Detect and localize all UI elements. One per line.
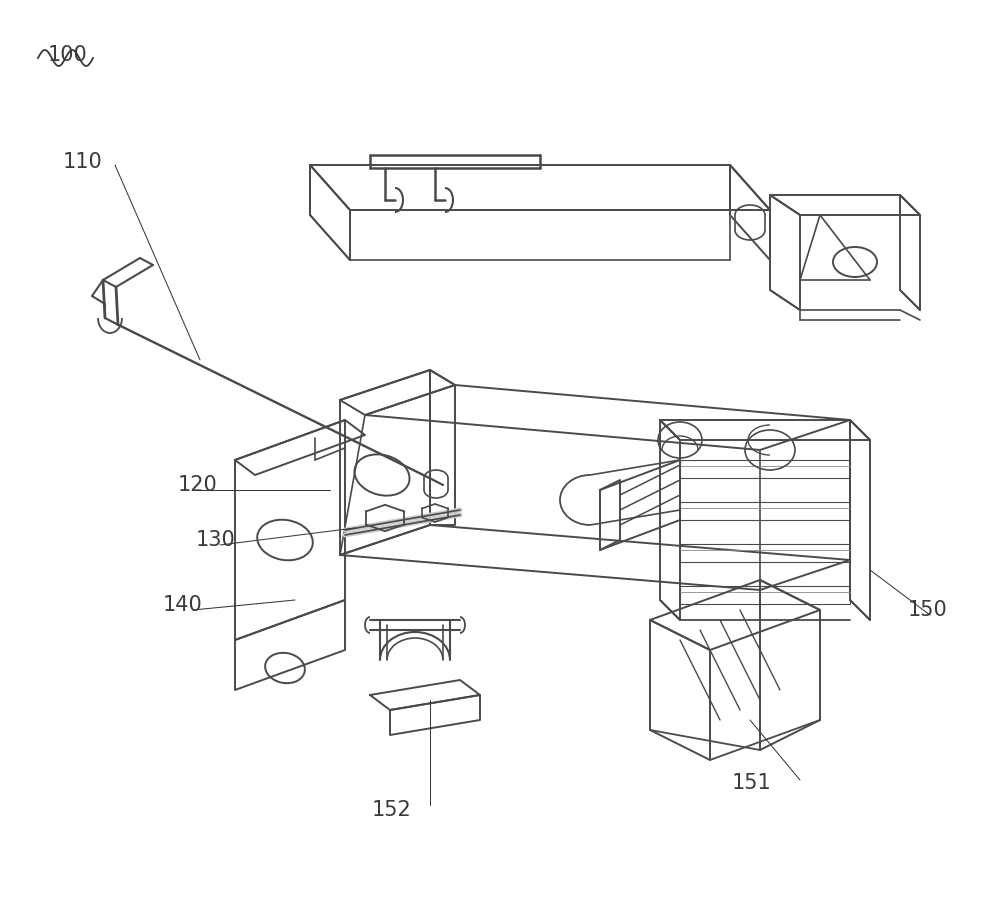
Text: 152: 152	[372, 800, 412, 820]
Text: 150: 150	[908, 600, 948, 620]
Text: 151: 151	[732, 773, 772, 793]
Text: 110: 110	[63, 152, 103, 172]
Text: 100: 100	[48, 45, 88, 65]
Text: 140: 140	[163, 595, 203, 615]
Text: 120: 120	[178, 475, 218, 495]
Text: 130: 130	[196, 530, 236, 550]
